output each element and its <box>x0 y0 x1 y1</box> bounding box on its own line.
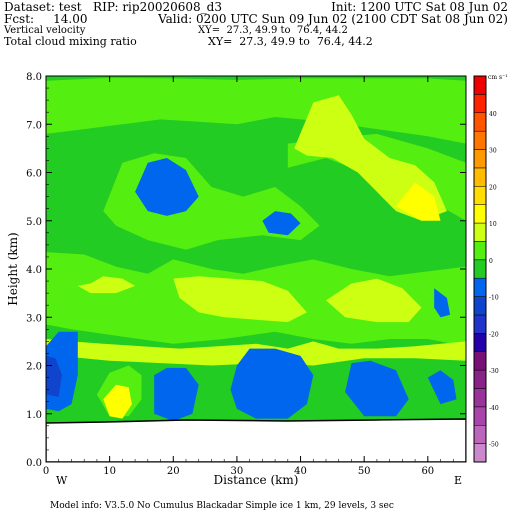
colorbar-tick-label: 40 <box>489 111 497 118</box>
terrain <box>46 418 466 462</box>
colorbar-tick-label: -20 <box>489 331 499 338</box>
forecast-label: Fcst: 14.00 <box>4 12 88 26</box>
colorbar-tick-label: 0 <box>489 258 493 265</box>
init-label: Init: 1200 UTC Sat 08 Jun 02 <box>331 0 508 14</box>
y-tick-label: 5.0 <box>26 217 42 228</box>
colorbar-swatch <box>473 222 487 242</box>
x-tick-label: 0 <box>43 466 49 477</box>
colorbar-frame <box>473 75 487 463</box>
contour-region-up <box>173 276 307 323</box>
colorbar-swatch <box>473 186 487 205</box>
x-tick-label: 60 <box>421 466 434 477</box>
colorbar-tick-label: 10 <box>489 221 497 228</box>
contour-region-down <box>230 348 314 419</box>
colorbar-swatch <box>473 167 487 187</box>
colorbar-swatch <box>473 241 487 261</box>
colorbar-swatch <box>473 296 487 316</box>
colorbar-swatch <box>473 333 487 352</box>
x-tick-label: 30 <box>231 466 244 477</box>
y-tick-label: 7.0 <box>26 120 42 131</box>
colorbar-swatch <box>473 406 487 426</box>
dataset-label: Dataset: test RIP: rip20020608_d3 <box>4 0 222 14</box>
colorbar-swatch <box>473 112 487 132</box>
x-axis: 0 10 20 30 40 50 60 <box>43 76 467 477</box>
colorbar-swatch <box>473 259 487 279</box>
contour-region-down <box>427 370 457 405</box>
contour-region-down <box>154 367 199 421</box>
y-tick-label: 4.0 <box>26 265 42 276</box>
y-axis-label: Height (km) <box>6 232 20 305</box>
colorbar-tick-label: 20 <box>489 184 497 191</box>
field2-name: Total cloud mixing ratio <box>4 35 137 48</box>
colorbar-swatch <box>473 130 487 150</box>
colorbar: -50 -40 -30 -20 -10 0 10 20 30 40 <box>473 75 499 463</box>
y-tick-label: 3.0 <box>26 313 42 324</box>
contour-regions <box>46 77 466 421</box>
west-label: W <box>56 474 68 487</box>
colorbar-tick-label: 30 <box>489 148 497 155</box>
field1-cross-section: XY= 27.3, 49.9 to 76.4, 44.2 <box>198 25 348 36</box>
field1-name: Vertical velocity <box>4 25 86 36</box>
colorbar-swatch <box>473 351 487 371</box>
contour-region-down <box>345 360 409 417</box>
colorbar-tick-label: -10 <box>489 295 499 302</box>
x-tick-label: 50 <box>358 466 371 477</box>
contour-region-down <box>262 211 301 236</box>
valid-time-label: Valid: 0200 UTC Sun 09 Jun 02 (2100 CDT … <box>158 12 508 26</box>
colorbar-swatch <box>473 149 487 169</box>
plot-area <box>46 76 466 462</box>
contour-region-up <box>294 95 447 221</box>
colorbar-swatch <box>473 388 487 408</box>
y-tick-label: 1.0 <box>26 410 42 421</box>
contour-region-strong_up <box>103 384 132 419</box>
colorbar-tick-label: -50 <box>489 442 499 449</box>
y-tick-label: 8.0 <box>26 72 42 83</box>
contour-region-strong_down <box>46 355 62 397</box>
y-tick-label: 2.0 <box>26 362 42 373</box>
contour-region-weak_up <box>46 77 466 144</box>
colorbar-swatch <box>473 424 487 444</box>
x-tick-label: 10 <box>103 466 116 477</box>
y-tick-label: 6.0 <box>26 169 42 180</box>
colorbar-tick-label: -30 <box>489 368 499 375</box>
x-tick-label: 20 <box>167 466 180 477</box>
y-tick-label: 0.0 <box>26 458 42 469</box>
colorbar-swatch <box>473 94 487 114</box>
colorbar-swatch <box>473 369 487 389</box>
x-tick-label: 40 <box>294 466 307 477</box>
contour-region-down <box>434 288 451 318</box>
x-axis-label: Distance (km) <box>214 473 299 487</box>
colorbar-swatch <box>473 314 487 334</box>
contour-region-up <box>326 278 422 323</box>
colorbar-swatch <box>473 75 487 95</box>
colorbar-swatch <box>473 277 487 297</box>
field2-cross-section: XY= 27.3, 49.9 to 76.4, 44.2 <box>208 35 373 48</box>
colorbar-swatch <box>473 443 487 463</box>
colorbar-tick-label: -40 <box>489 405 499 412</box>
contour-region-up <box>77 276 136 294</box>
colorbar-swatch <box>473 204 487 224</box>
east-label: E <box>454 474 462 487</box>
colorbar-unit: cm s⁻¹ <box>488 74 508 81</box>
model-info: Model info: V3.5.0 No Cumulus Blackadar … <box>50 501 394 511</box>
contour-region-down <box>135 158 199 216</box>
contour-region-strong_up <box>396 182 441 221</box>
